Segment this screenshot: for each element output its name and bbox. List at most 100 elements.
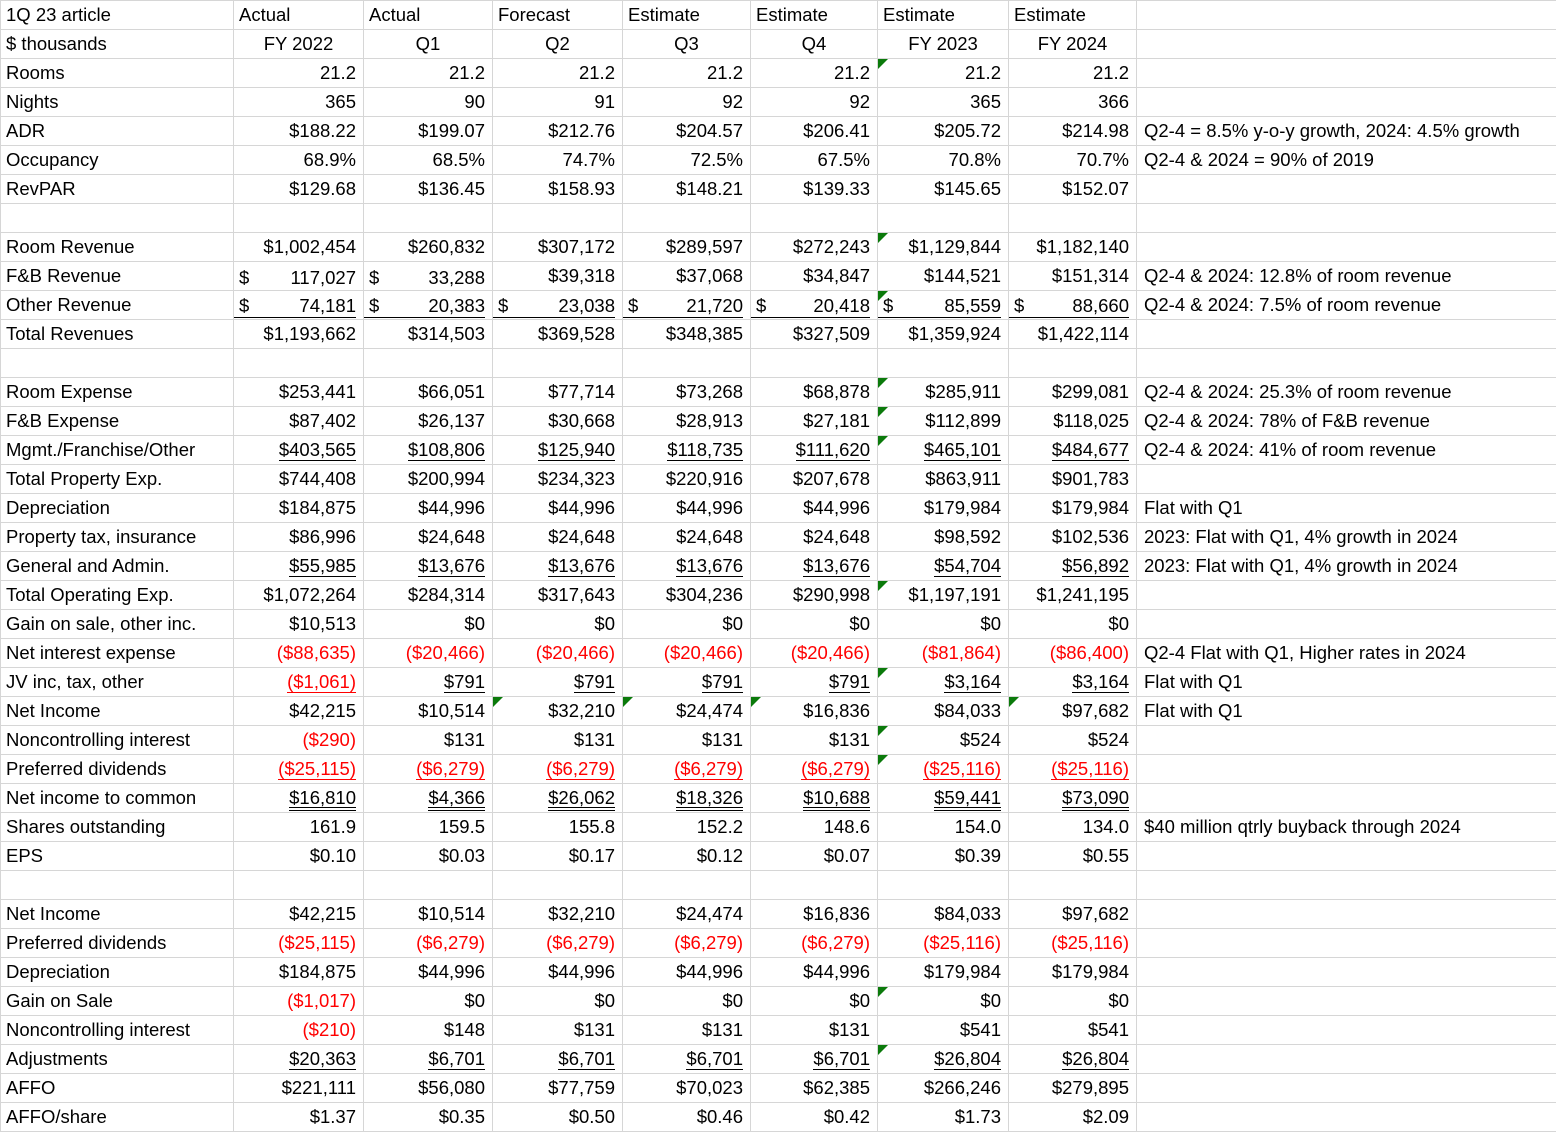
value-cell[interactable]: $0 [877, 986, 1009, 1016]
value-cell[interactable]: $207,678 [750, 464, 878, 494]
value-cell[interactable]: $184,875 [233, 493, 364, 523]
value-cell[interactable]: $20,418 [750, 290, 878, 320]
value-cell[interactable]: $66,051 [363, 377, 493, 407]
value-cell[interactable]: $42,215 [233, 899, 364, 929]
value-cell[interactable]: $4,366 [363, 783, 493, 813]
value-cell[interactable]: $55,985 [233, 551, 364, 581]
row-label-cell[interactable]: Depreciation [0, 957, 234, 987]
row-label-cell[interactable] [0, 870, 234, 900]
value-cell[interactable]: $327,509 [750, 319, 878, 349]
value-cell[interactable]: $0 [877, 609, 1009, 639]
value-cell[interactable]: 90 [363, 87, 493, 117]
value-cell[interactable]: $179,984 [1008, 957, 1137, 987]
column-header-cell[interactable]: Forecast [492, 0, 623, 30]
value-cell[interactable]: ($20,466) [363, 638, 493, 668]
value-cell[interactable]: $1,422,114 [1008, 319, 1137, 349]
value-cell[interactable]: $73,090 [1008, 783, 1137, 813]
value-cell[interactable]: $314,503 [363, 319, 493, 349]
value-cell[interactable]: $221,111 [233, 1073, 364, 1103]
value-cell[interactable]: $0 [492, 609, 623, 639]
value-cell[interactable]: $10,688 [750, 783, 878, 813]
value-cell[interactable]: $77,714 [492, 377, 623, 407]
value-cell[interactable]: $44,996 [622, 957, 751, 987]
value-cell[interactable]: $131 [492, 1015, 623, 1045]
value-cell[interactable]: $0 [363, 609, 493, 639]
row-label-cell[interactable]: JV inc, tax, other [0, 667, 234, 697]
note-cell[interactable] [1136, 899, 1556, 929]
value-cell[interactable]: $188.22 [233, 116, 364, 146]
value-cell[interactable]: $1,129,844 [877, 232, 1009, 262]
value-cell[interactable]: $158.93 [492, 174, 623, 204]
value-cell[interactable]: ($88,635) [233, 638, 364, 668]
value-cell[interactable]: ($25,115) [233, 928, 364, 958]
note-cell[interactable] [1136, 174, 1556, 204]
value-cell[interactable]: $863,911 [877, 464, 1009, 494]
value-cell[interactable]: $289,597 [622, 232, 751, 262]
value-cell[interactable]: $24,474 [622, 899, 751, 929]
row-label-cell[interactable]: $ thousands [0, 29, 234, 59]
value-cell[interactable]: $0 [492, 986, 623, 1016]
column-header-cell[interactable]: Q3 [622, 29, 751, 59]
row-label-cell[interactable]: Gain on sale, other inc. [0, 609, 234, 639]
value-cell[interactable]: $54,704 [877, 551, 1009, 581]
value-cell[interactable]: $44,996 [363, 493, 493, 523]
note-cell[interactable] [1136, 203, 1556, 233]
row-label-cell[interactable]: Net income to common [0, 783, 234, 813]
row-label-cell[interactable]: General and Admin. [0, 551, 234, 581]
value-cell[interactable]: $118,735 [622, 435, 751, 465]
note-cell[interactable] [1136, 580, 1556, 610]
value-cell[interactable]: $524 [877, 725, 1009, 755]
value-cell[interactable]: $151,314 [1008, 261, 1137, 291]
value-cell[interactable]: $144,521 [877, 261, 1009, 291]
value-cell[interactable]: 152.2 [622, 812, 751, 842]
value-cell[interactable]: $131 [622, 1015, 751, 1045]
note-cell[interactable]: Q2-4 = 8.5% y-o-y growth, 2024: 4.5% gro… [1136, 116, 1556, 146]
row-label-cell[interactable]: Noncontrolling interest [0, 725, 234, 755]
value-cell[interactable]: $59,441 [877, 783, 1009, 813]
value-cell[interactable]: $279,895 [1008, 1073, 1137, 1103]
value-cell[interactable]: 161.9 [233, 812, 364, 842]
column-header-cell[interactable]: Estimate [622, 0, 751, 30]
value-cell[interactable]: $44,996 [750, 957, 878, 987]
value-cell[interactable]: $28,913 [622, 406, 751, 436]
row-label-cell[interactable]: Nights [0, 87, 234, 117]
value-cell[interactable]: $34,847 [750, 261, 878, 291]
value-cell[interactable]: $791 [750, 667, 878, 697]
value-cell[interactable]: $299,081 [1008, 377, 1137, 407]
note-cell[interactable]: Q2-4 & 2024: 25.3% of room revenue [1136, 377, 1556, 407]
value-cell[interactable]: $16,836 [750, 696, 878, 726]
row-label-cell[interactable]: Net Income [0, 899, 234, 929]
value-cell[interactable]: $285,911 [877, 377, 1009, 407]
value-cell[interactable]: $220,916 [622, 464, 751, 494]
value-cell[interactable]: $317,643 [492, 580, 623, 610]
value-cell[interactable]: $212.76 [492, 116, 623, 146]
value-cell[interactable]: $10,514 [363, 696, 493, 726]
value-cell[interactable]: $0 [622, 609, 751, 639]
value-cell[interactable]: 365 [233, 87, 364, 117]
row-label-cell[interactable]: ADR [0, 116, 234, 146]
value-cell[interactable] [750, 203, 878, 233]
value-cell[interactable] [363, 348, 493, 378]
row-label-cell[interactable]: Depreciation [0, 493, 234, 523]
value-cell[interactable]: $102,536 [1008, 522, 1137, 552]
note-cell[interactable]: $40 million qtrly buyback through 2024 [1136, 812, 1556, 842]
row-label-cell[interactable]: Rooms [0, 58, 234, 88]
value-cell[interactable]: $131 [622, 725, 751, 755]
value-cell[interactable]: $24,648 [750, 522, 878, 552]
value-cell[interactable]: $139.33 [750, 174, 878, 204]
row-label-cell[interactable] [0, 203, 234, 233]
value-cell[interactable]: $1,359,924 [877, 319, 1009, 349]
note-cell[interactable]: Q2-4 & 2024: 41% of room revenue [1136, 435, 1556, 465]
value-cell[interactable]: ($6,279) [363, 754, 493, 784]
row-label-cell[interactable]: F&B Revenue [0, 261, 234, 291]
value-cell[interactable]: ($20,466) [750, 638, 878, 668]
note-cell[interactable] [1136, 841, 1556, 871]
value-cell[interactable]: $791 [492, 667, 623, 697]
value-cell[interactable]: $744,408 [233, 464, 364, 494]
value-cell[interactable]: 21.2 [233, 58, 364, 88]
value-cell[interactable]: $0.46 [622, 1102, 751, 1132]
value-cell[interactable]: $42,215 [233, 696, 364, 726]
value-cell[interactable] [1008, 203, 1137, 233]
value-cell[interactable]: 365 [877, 87, 1009, 117]
value-cell[interactable]: $290,998 [750, 580, 878, 610]
